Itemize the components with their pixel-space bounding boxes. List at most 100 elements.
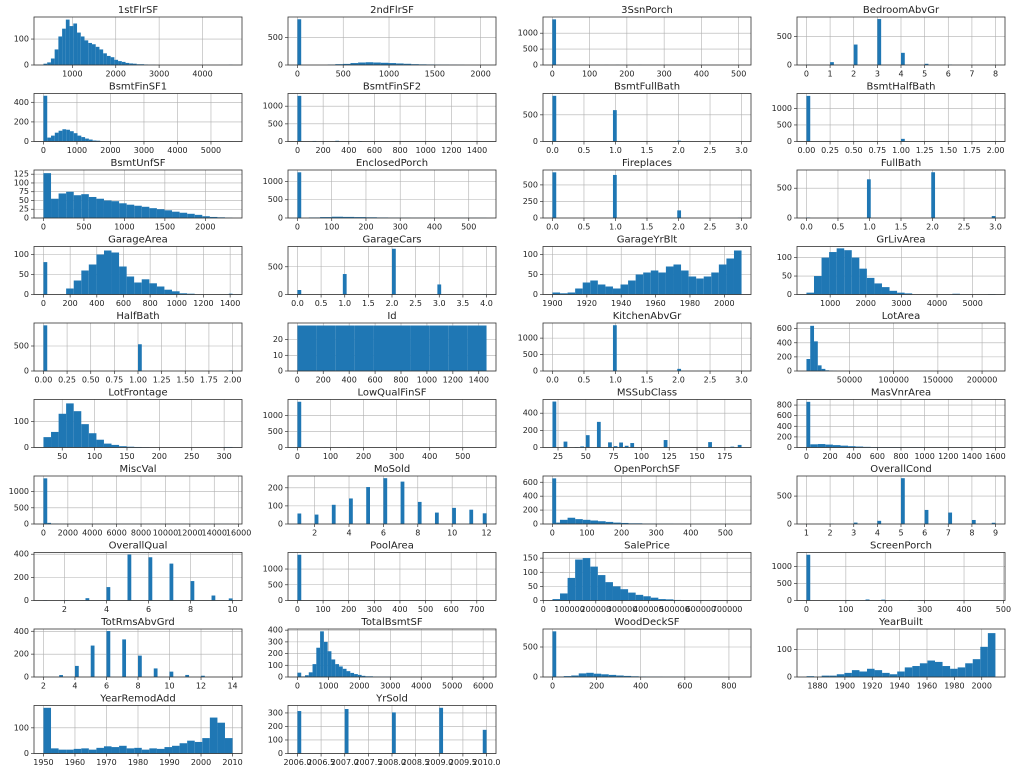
x-tick-label: 600000 xyxy=(686,605,717,614)
x-tick-label: 150 xyxy=(119,452,134,461)
bar xyxy=(342,63,351,65)
x-tick-label: 2.5 xyxy=(958,223,971,232)
subplot: OverallCond 0 500 1 2 3 4 5 6 7 8 9 xyxy=(777,464,1006,538)
x-tick-label: 50 xyxy=(57,452,67,461)
x-tick-label: 14000 xyxy=(202,529,227,538)
x-tick-label: 10 xyxy=(164,682,174,691)
x-tick-label: 4 xyxy=(104,605,109,614)
x-tick-label: 400 xyxy=(846,452,861,461)
y-tick-label: 100 xyxy=(268,661,283,670)
subplot-title: OverallCond xyxy=(870,464,932,475)
x-tick-label: 0 xyxy=(295,70,300,79)
x-tick-label: 1.50 xyxy=(176,376,194,385)
bar xyxy=(874,670,883,677)
bar xyxy=(616,675,624,677)
y-tick-label: 0 xyxy=(278,137,283,146)
subplot-title: 3SsnPorch xyxy=(621,5,673,16)
y-tick-label: 0 xyxy=(787,61,792,70)
x-tick-label: 2000 xyxy=(106,70,126,79)
x-tick-label: 0 xyxy=(41,146,46,155)
y-tick-label: 500 xyxy=(268,580,283,589)
x-tick-label: 1000 xyxy=(416,146,436,155)
bar xyxy=(43,478,48,524)
y-tick-label: 800 xyxy=(777,401,792,410)
subplot-title: YrSold xyxy=(375,694,408,705)
bar xyxy=(50,58,55,65)
bar xyxy=(821,368,826,371)
bar xyxy=(331,216,344,218)
x-tick-label: 0 xyxy=(541,605,546,614)
bar xyxy=(81,748,89,754)
axes-frame xyxy=(287,246,497,295)
bar xyxy=(806,95,811,142)
subplot-title: MSSubClass xyxy=(617,388,677,399)
x-tick-label: 600 xyxy=(677,682,692,691)
bar xyxy=(51,198,59,218)
axes-frame xyxy=(542,16,752,66)
x-tick-label: 2.5 xyxy=(704,223,717,232)
x-tick-label: 2010.0 xyxy=(473,758,501,767)
y-tick-label: 600 xyxy=(777,324,792,333)
bar xyxy=(127,554,132,601)
bar xyxy=(889,290,898,295)
bar xyxy=(304,675,309,677)
x-tick-label: 0 xyxy=(295,452,300,461)
subplot-title: FullBath xyxy=(881,158,921,169)
bar xyxy=(69,131,74,142)
x-tick-label: 1500 xyxy=(425,70,445,79)
x-tick-label: 4 xyxy=(898,70,903,79)
bar xyxy=(185,674,190,677)
bar xyxy=(114,59,119,65)
y-tick-label: 50 xyxy=(528,582,538,591)
x-tick-label: 5000 xyxy=(442,682,462,691)
x-tick-label: 100 xyxy=(87,452,102,461)
bar xyxy=(950,668,958,677)
x-tick-label: 100000 xyxy=(554,605,585,614)
bar xyxy=(597,575,606,601)
x-tick-label: 1400 xyxy=(962,452,982,461)
x-tick-label: 1.00 xyxy=(892,146,910,155)
bar xyxy=(942,666,951,677)
y-tick-label: 0 xyxy=(533,61,538,70)
bar xyxy=(635,594,644,601)
x-tick-label: 1950 xyxy=(33,758,53,767)
bar xyxy=(711,272,719,295)
bar xyxy=(88,749,97,754)
subplot: LowQualFinSF 0 500 1000 0 100 200 300 400 500 xyxy=(263,388,497,461)
x-tick-label: 12 xyxy=(196,682,206,691)
bar xyxy=(43,707,52,754)
bar xyxy=(578,673,587,677)
x-tick-label: 0 xyxy=(550,70,555,79)
bar xyxy=(619,442,623,448)
bar xyxy=(730,446,735,448)
bar xyxy=(81,424,89,448)
bar xyxy=(597,284,606,295)
subplot-title: MasVnrArea xyxy=(871,388,931,399)
bar xyxy=(96,254,104,295)
axes-frame xyxy=(542,169,752,219)
bar xyxy=(106,587,111,601)
y-tick-label: 0 xyxy=(278,596,283,605)
x-tick-label: 3.0 xyxy=(433,299,446,308)
bar xyxy=(601,674,609,677)
y-tick-label: 200 xyxy=(14,117,29,126)
y-tick-label: 200 xyxy=(268,483,283,492)
x-tick-label: 0.5 xyxy=(315,299,328,308)
axes-frame xyxy=(542,246,752,295)
x-tick-label: 1.00 xyxy=(129,376,147,385)
x-tick-label: 0.0 xyxy=(546,146,559,155)
axes-frame xyxy=(287,93,497,142)
bar xyxy=(354,217,366,218)
bar xyxy=(320,217,332,218)
x-tick-label: 175 xyxy=(717,452,732,461)
x-tick-label: 400000 xyxy=(633,605,664,614)
bar xyxy=(650,270,659,295)
x-tick-label: 400 xyxy=(89,299,104,308)
subplot: 1stFlrSF 0 100 1000 2000 3000 4000 xyxy=(14,5,243,79)
subplot: BsmtFinSF2 0 500 1000 0 200 400 600 800 1000 1200 1… xyxy=(263,82,497,155)
bar xyxy=(187,740,195,754)
bar xyxy=(663,440,668,448)
y-tick-label: 100 xyxy=(14,723,29,732)
bar xyxy=(119,266,127,295)
y-tick-label: 0 xyxy=(787,673,792,682)
